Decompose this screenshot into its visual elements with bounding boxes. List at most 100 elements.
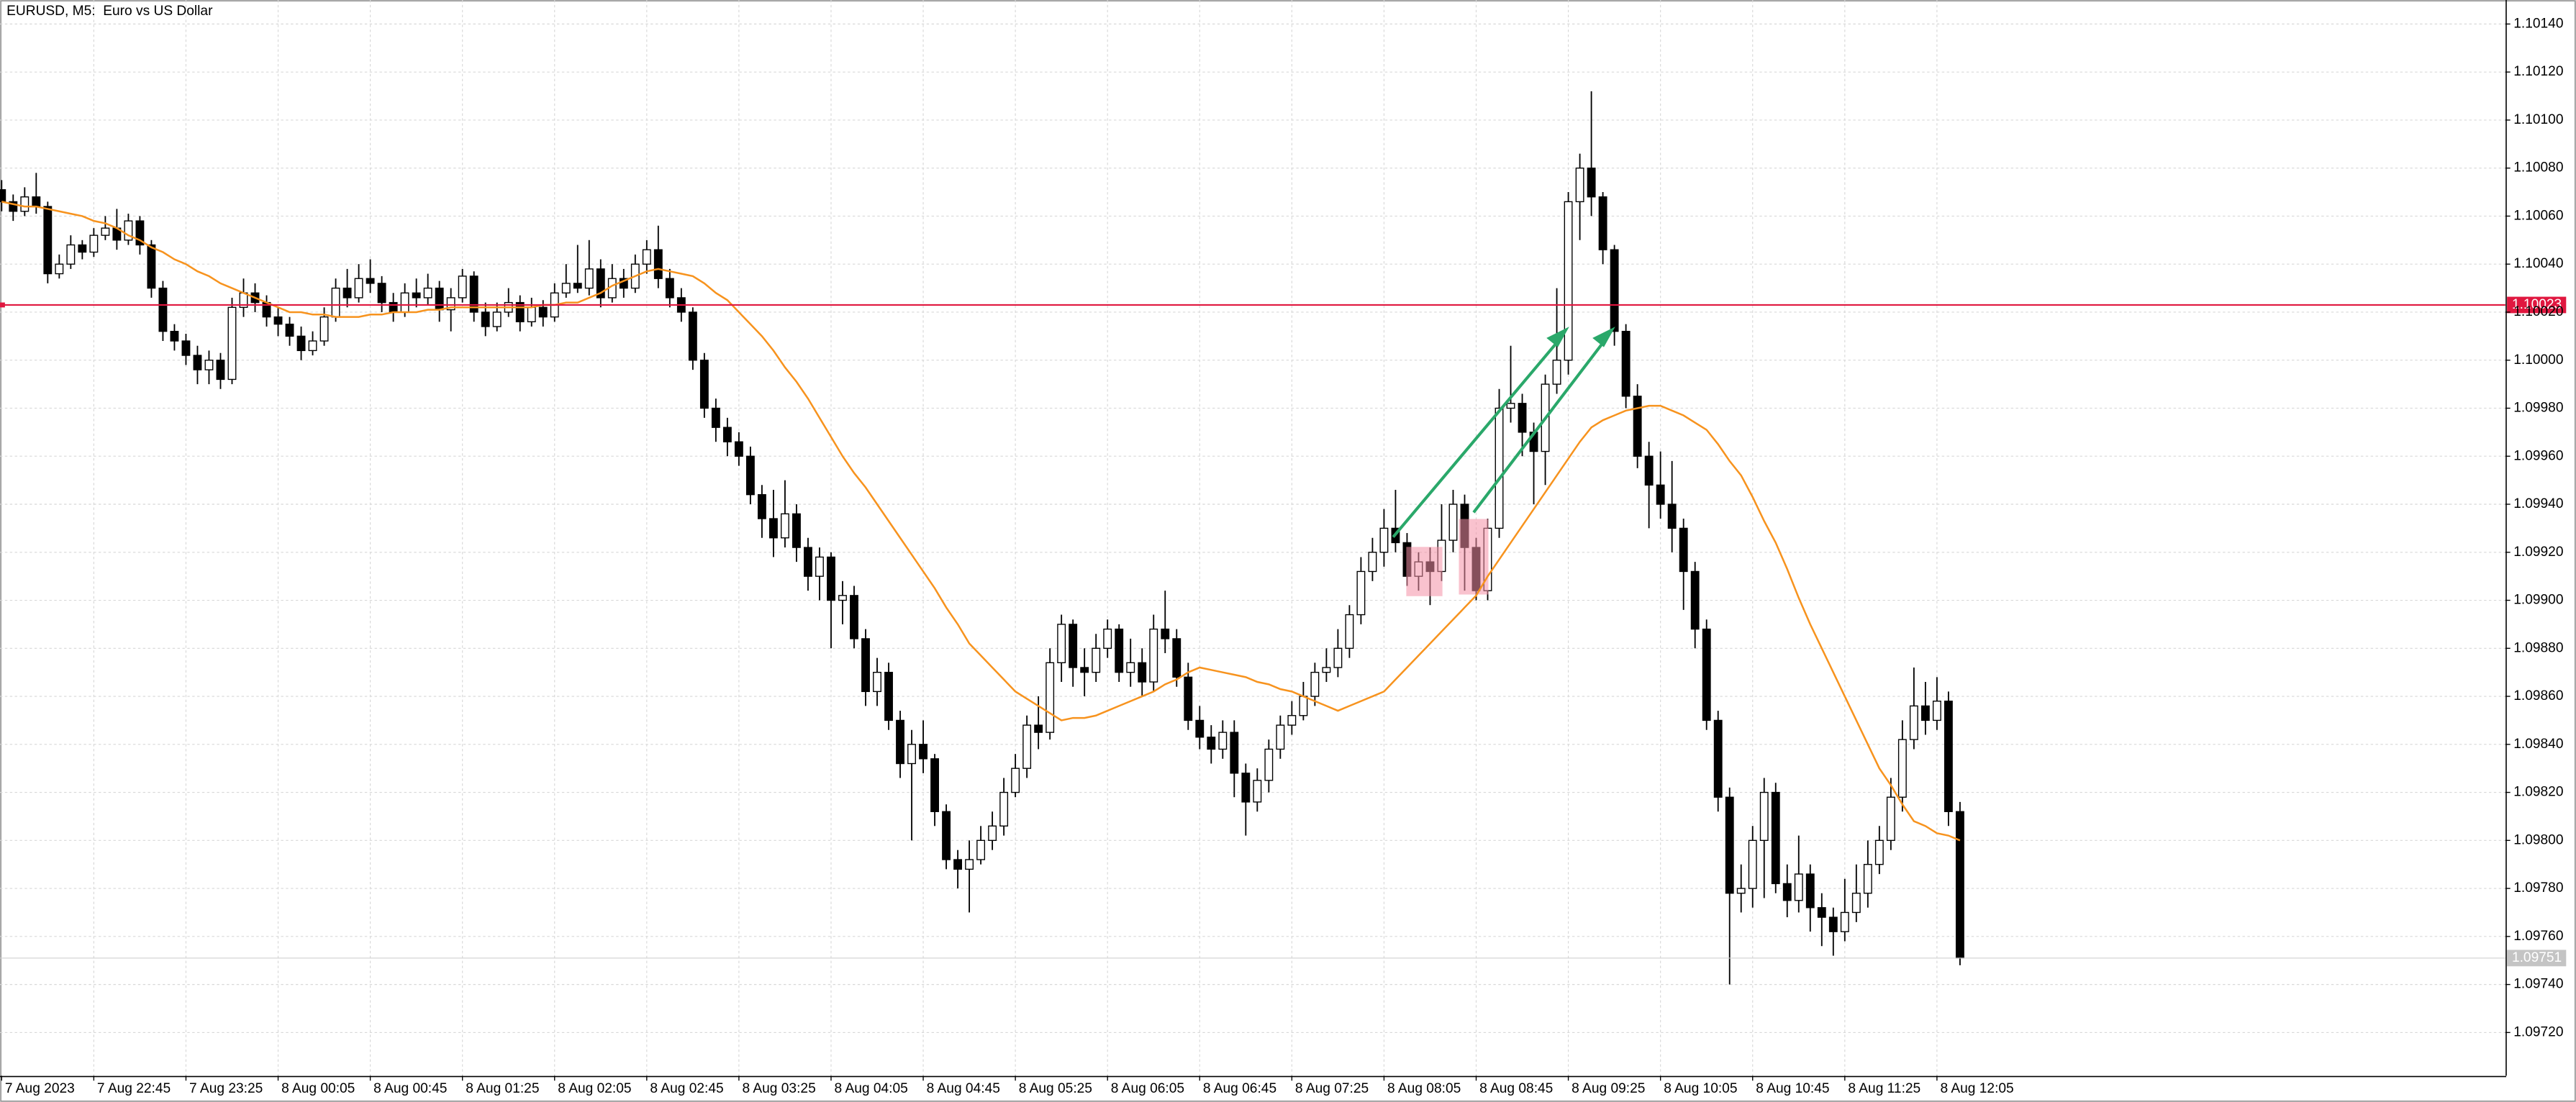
candle-body bbox=[1069, 624, 1078, 668]
candle-body bbox=[1264, 748, 1274, 781]
candle-body bbox=[942, 811, 951, 860]
candle-body bbox=[1587, 167, 1596, 198]
candle-body bbox=[1679, 527, 1688, 573]
x-tick-label: 8 Aug 03:25 bbox=[742, 1081, 815, 1096]
candle-body bbox=[1794, 873, 1803, 901]
x-tick-label: 8 Aug 07:25 bbox=[1295, 1081, 1369, 1096]
candle-body bbox=[1022, 724, 1032, 769]
candle-body bbox=[722, 427, 732, 442]
y-tick-label: 1.10100 bbox=[2513, 112, 2563, 127]
x-tick-label: 8 Aug 00:05 bbox=[281, 1081, 355, 1096]
candle-body bbox=[412, 292, 421, 299]
candle-body bbox=[584, 268, 594, 289]
candle-body bbox=[515, 301, 525, 322]
x-tick-label: 8 Aug 06:05 bbox=[1111, 1081, 1184, 1096]
candle-body bbox=[1621, 330, 1631, 397]
y-tick-label: 1.09960 bbox=[2513, 448, 2563, 463]
x-tick-label: 8 Aug 08:45 bbox=[1479, 1081, 1553, 1096]
candle-body bbox=[1725, 796, 1734, 894]
candle-body bbox=[1253, 780, 1262, 803]
line-marker bbox=[0, 302, 5, 308]
candle-body bbox=[896, 719, 904, 765]
candle-body bbox=[999, 791, 1009, 826]
x-tick-label: 7 Aug 23:25 bbox=[189, 1081, 263, 1096]
candle-body bbox=[1851, 893, 1861, 914]
candle-body bbox=[1782, 883, 1792, 901]
candle-body bbox=[458, 276, 467, 299]
candle-body bbox=[850, 595, 858, 639]
candle-body bbox=[227, 306, 237, 381]
candle-body bbox=[1310, 671, 1320, 697]
candle-body bbox=[527, 306, 536, 322]
candle-body bbox=[1345, 614, 1354, 649]
candle-body bbox=[1299, 696, 1308, 716]
arrow bbox=[1392, 339, 1561, 538]
candle-body bbox=[642, 249, 651, 265]
candle-body bbox=[768, 518, 778, 539]
candle-body bbox=[1448, 504, 1458, 541]
y-tick-label: 1.09840 bbox=[2513, 737, 2563, 752]
candle-body bbox=[1598, 196, 1607, 250]
candle-body bbox=[919, 744, 928, 760]
candle-body bbox=[0, 189, 6, 203]
candle-body bbox=[653, 249, 663, 279]
y-tick-label: 1.09880 bbox=[2513, 640, 2563, 655]
candle-body bbox=[1230, 732, 1239, 774]
last-price-box bbox=[2507, 950, 2567, 967]
candle-body bbox=[66, 244, 76, 265]
overlay: 1.10023 1.09751 bbox=[0, 201, 2567, 967]
candle-body bbox=[366, 278, 375, 284]
candle-body bbox=[55, 263, 64, 275]
candle-body bbox=[1034, 724, 1043, 733]
candle-body bbox=[435, 287, 444, 311]
y-tick-label: 1.10020 bbox=[2513, 304, 2563, 319]
candle-body bbox=[481, 311, 490, 327]
candle-body bbox=[1944, 701, 1953, 812]
candle-body bbox=[135, 220, 145, 246]
y-tick-label: 1.09800 bbox=[2513, 832, 2563, 847]
trend-arrows bbox=[1392, 327, 1615, 538]
x-tick-label: 8 Aug 01:25 bbox=[466, 1081, 539, 1096]
candle-body bbox=[492, 311, 502, 327]
arrow-head bbox=[1546, 327, 1569, 347]
y-tick-label: 1.09860 bbox=[2513, 688, 2563, 703]
candle-body bbox=[873, 671, 881, 693]
candle-body bbox=[1909, 705, 1918, 740]
candle-body bbox=[1495, 407, 1504, 529]
candle-body bbox=[1702, 628, 1711, 721]
candle-body bbox=[1805, 873, 1815, 909]
candle-body bbox=[1115, 628, 1124, 673]
y-tick-label: 1.10000 bbox=[2513, 352, 2563, 368]
candle-body bbox=[1368, 552, 1377, 573]
candle-body bbox=[400, 292, 409, 313]
candle-body bbox=[319, 316, 329, 342]
candle-body bbox=[1161, 628, 1170, 639]
y-tick-label: 1.09820 bbox=[2513, 785, 2563, 800]
candle-body bbox=[181, 340, 191, 356]
candle-body bbox=[43, 206, 53, 275]
candle-body bbox=[1886, 796, 1895, 842]
candle-body bbox=[1287, 715, 1297, 726]
candle-body bbox=[354, 278, 363, 299]
arrow bbox=[1472, 339, 1607, 514]
grid bbox=[0, 0, 2505, 1076]
x-tick-label: 8 Aug 02:45 bbox=[650, 1081, 723, 1096]
candle-body bbox=[170, 330, 179, 342]
candle-body bbox=[988, 825, 997, 842]
candle-body bbox=[1874, 839, 1884, 865]
candle-body bbox=[20, 196, 30, 212]
candle-body bbox=[331, 287, 340, 318]
candle-body bbox=[1379, 527, 1389, 553]
candle-body bbox=[1633, 396, 1642, 457]
candle-body bbox=[1552, 360, 1561, 385]
candle-body bbox=[1840, 911, 1849, 932]
candle-body bbox=[101, 227, 110, 236]
candle-body bbox=[193, 355, 202, 370]
candle-body bbox=[147, 244, 156, 289]
candle-body bbox=[308, 340, 317, 352]
candle-body bbox=[1138, 662, 1147, 683]
candle-body bbox=[1690, 570, 1700, 630]
candle-body bbox=[89, 234, 99, 253]
